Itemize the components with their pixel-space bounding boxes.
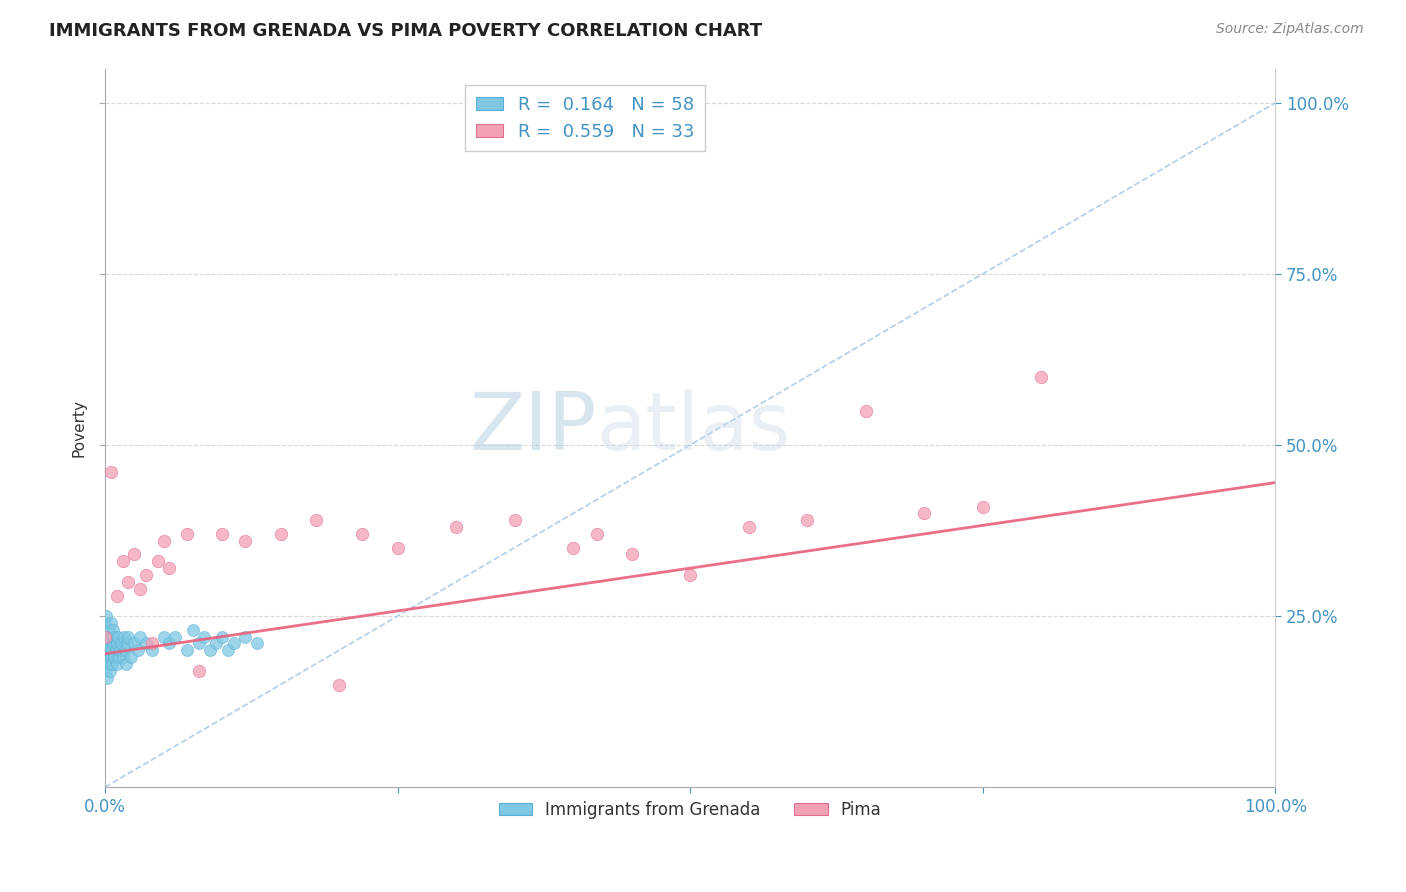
Point xyxy=(246,636,269,650)
Point xyxy=(222,636,245,650)
Point xyxy=(105,657,128,671)
Y-axis label: Poverty: Poverty xyxy=(72,399,86,457)
Point xyxy=(176,643,198,657)
Point xyxy=(107,630,129,644)
Point xyxy=(115,657,138,671)
Point xyxy=(270,527,292,541)
Point xyxy=(200,643,222,657)
Point xyxy=(146,554,169,568)
Point xyxy=(503,513,526,527)
Point xyxy=(96,657,118,671)
Point xyxy=(100,630,122,644)
Point xyxy=(176,527,198,541)
Point xyxy=(620,548,643,562)
Point xyxy=(129,630,152,644)
Point xyxy=(305,513,328,527)
Point xyxy=(94,630,117,644)
Point xyxy=(211,630,233,644)
Point xyxy=(187,664,209,678)
Point xyxy=(193,630,215,644)
Point xyxy=(205,636,228,650)
Point xyxy=(108,650,131,665)
Point xyxy=(98,664,121,678)
Point xyxy=(217,643,239,657)
Point xyxy=(114,643,136,657)
Point xyxy=(152,533,174,548)
Point xyxy=(108,643,131,657)
Point xyxy=(96,636,118,650)
Text: IMMIGRANTS FROM GRENADA VS PIMA POVERTY CORRELATION CHART: IMMIGRANTS FROM GRENADA VS PIMA POVERTY … xyxy=(49,22,762,40)
Point xyxy=(117,630,139,644)
Legend: Immigrants from Grenada, Pima: Immigrants from Grenada, Pima xyxy=(492,794,889,826)
Point xyxy=(972,500,994,514)
Point xyxy=(444,520,467,534)
Point xyxy=(101,636,124,650)
Point xyxy=(105,589,128,603)
Point xyxy=(562,541,585,555)
Point xyxy=(235,533,257,548)
Point xyxy=(352,527,374,541)
Point xyxy=(96,630,118,644)
Point xyxy=(94,615,117,630)
Point xyxy=(96,650,118,665)
Point xyxy=(97,623,120,637)
Text: Source: ZipAtlas.com: Source: ZipAtlas.com xyxy=(1216,22,1364,37)
Point xyxy=(141,636,163,650)
Point xyxy=(187,636,209,650)
Point xyxy=(97,643,120,657)
Point xyxy=(157,561,180,575)
Point xyxy=(111,554,134,568)
Point xyxy=(1031,369,1053,384)
Point xyxy=(111,650,134,665)
Point xyxy=(165,630,187,644)
Point xyxy=(127,643,149,657)
Point xyxy=(97,657,120,671)
Point xyxy=(94,650,117,665)
Point xyxy=(101,643,124,657)
Point xyxy=(912,507,935,521)
Point xyxy=(100,615,122,630)
Point xyxy=(129,582,152,596)
Point xyxy=(117,574,139,589)
Point xyxy=(141,643,163,657)
Point xyxy=(135,636,157,650)
Point xyxy=(112,630,135,644)
Point xyxy=(105,636,128,650)
Point xyxy=(103,650,125,665)
Point xyxy=(115,636,138,650)
Point xyxy=(103,630,125,644)
Point xyxy=(120,650,142,665)
Point xyxy=(387,541,409,555)
Point xyxy=(110,636,132,650)
Point xyxy=(181,623,204,637)
Text: ZIP: ZIP xyxy=(470,389,596,467)
Point xyxy=(100,466,122,480)
Text: atlas: atlas xyxy=(596,389,792,467)
Point xyxy=(679,568,702,582)
Point xyxy=(96,671,118,685)
Point xyxy=(328,677,350,691)
Point xyxy=(104,643,127,657)
Point xyxy=(98,636,121,650)
Point xyxy=(152,630,174,644)
Point xyxy=(94,630,117,644)
Point xyxy=(211,527,233,541)
Point xyxy=(585,527,607,541)
Point xyxy=(101,657,124,671)
Point xyxy=(94,643,117,657)
Point xyxy=(100,650,122,665)
Point xyxy=(235,630,257,644)
Point xyxy=(101,623,124,637)
Point xyxy=(738,520,761,534)
Point xyxy=(96,609,118,624)
Point xyxy=(796,513,818,527)
Point xyxy=(122,636,145,650)
Point xyxy=(122,548,145,562)
Point xyxy=(94,664,117,678)
Point xyxy=(135,568,157,582)
Point xyxy=(157,636,180,650)
Point xyxy=(855,403,877,417)
